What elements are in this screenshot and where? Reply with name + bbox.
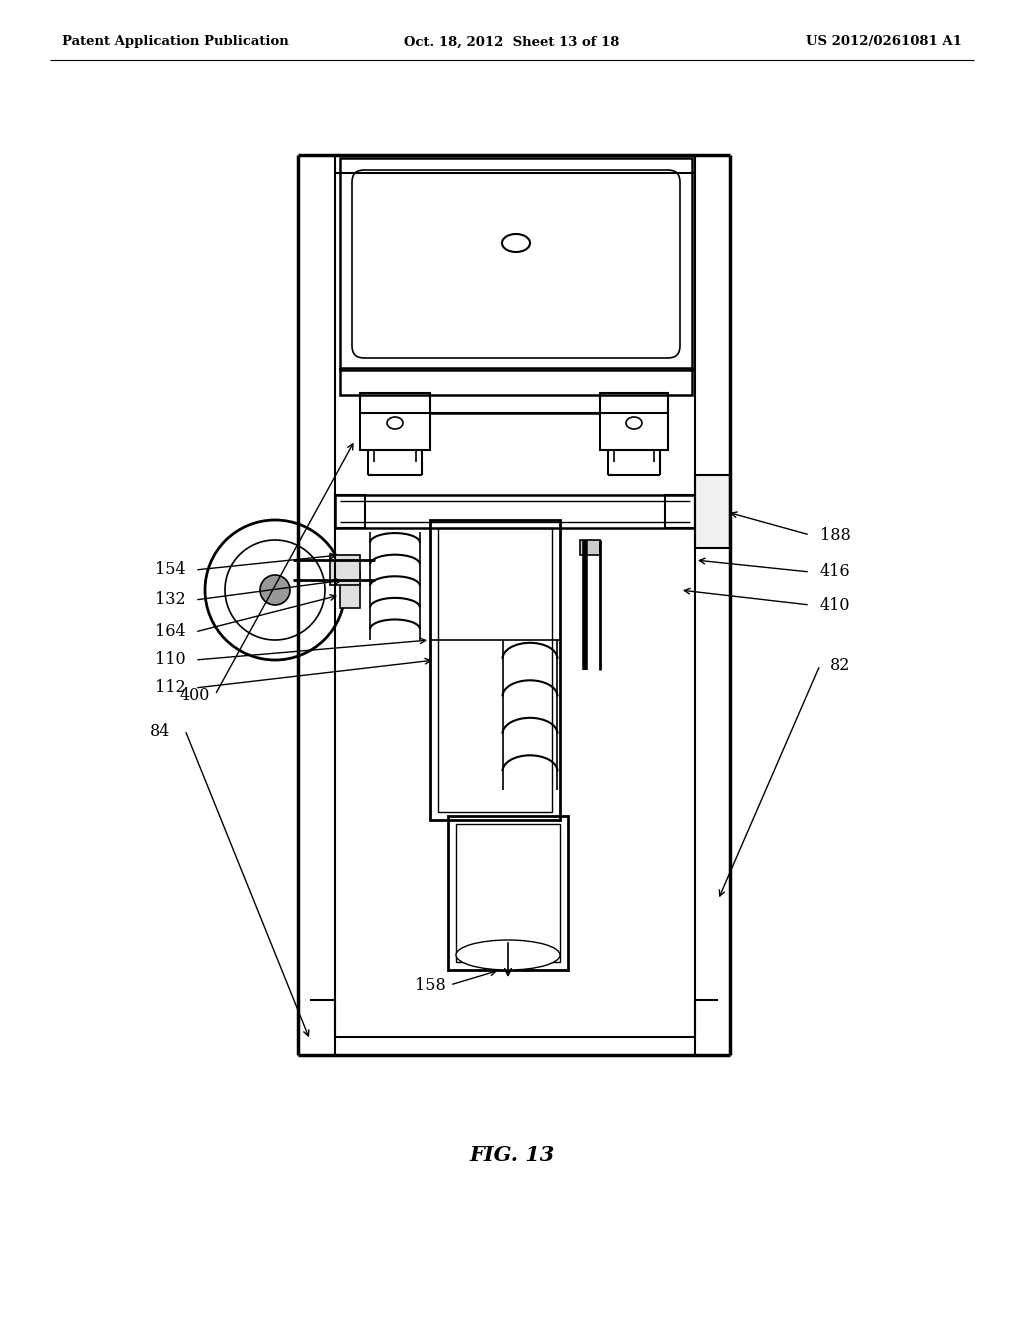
Text: 416: 416: [819, 564, 850, 581]
Text: 82: 82: [829, 656, 850, 673]
Text: 154: 154: [155, 561, 185, 578]
Text: 164: 164: [155, 623, 185, 640]
Ellipse shape: [387, 417, 403, 429]
Text: 158: 158: [415, 977, 445, 994]
Bar: [580, 540, 600, 554]
Ellipse shape: [626, 417, 642, 429]
Text: 188: 188: [819, 527, 850, 544]
Bar: [335, 495, 365, 528]
Text: 400: 400: [180, 686, 210, 704]
Bar: [695, 475, 730, 548]
Text: 110: 110: [155, 652, 185, 668]
Text: FIG. 13: FIG. 13: [469, 1144, 555, 1166]
Text: 132: 132: [155, 591, 185, 609]
Bar: [340, 368, 692, 395]
Text: US 2012/0261081 A1: US 2012/0261081 A1: [806, 36, 962, 49]
Bar: [600, 393, 668, 450]
Bar: [340, 572, 360, 609]
Bar: [430, 520, 560, 820]
Bar: [360, 393, 430, 450]
Circle shape: [260, 576, 290, 605]
Bar: [665, 495, 695, 528]
Text: 410: 410: [820, 597, 850, 614]
Bar: [340, 158, 692, 370]
Ellipse shape: [456, 940, 560, 970]
Bar: [330, 554, 360, 585]
Ellipse shape: [502, 234, 530, 252]
Text: Oct. 18, 2012  Sheet 13 of 18: Oct. 18, 2012 Sheet 13 of 18: [404, 36, 620, 49]
Text: 112: 112: [155, 680, 185, 697]
Bar: [449, 816, 568, 970]
Circle shape: [225, 540, 325, 640]
Bar: [438, 528, 552, 812]
Bar: [335, 495, 695, 528]
Text: 84: 84: [150, 723, 170, 741]
Circle shape: [205, 520, 345, 660]
Text: Patent Application Publication: Patent Application Publication: [62, 36, 289, 49]
Bar: [456, 824, 560, 962]
